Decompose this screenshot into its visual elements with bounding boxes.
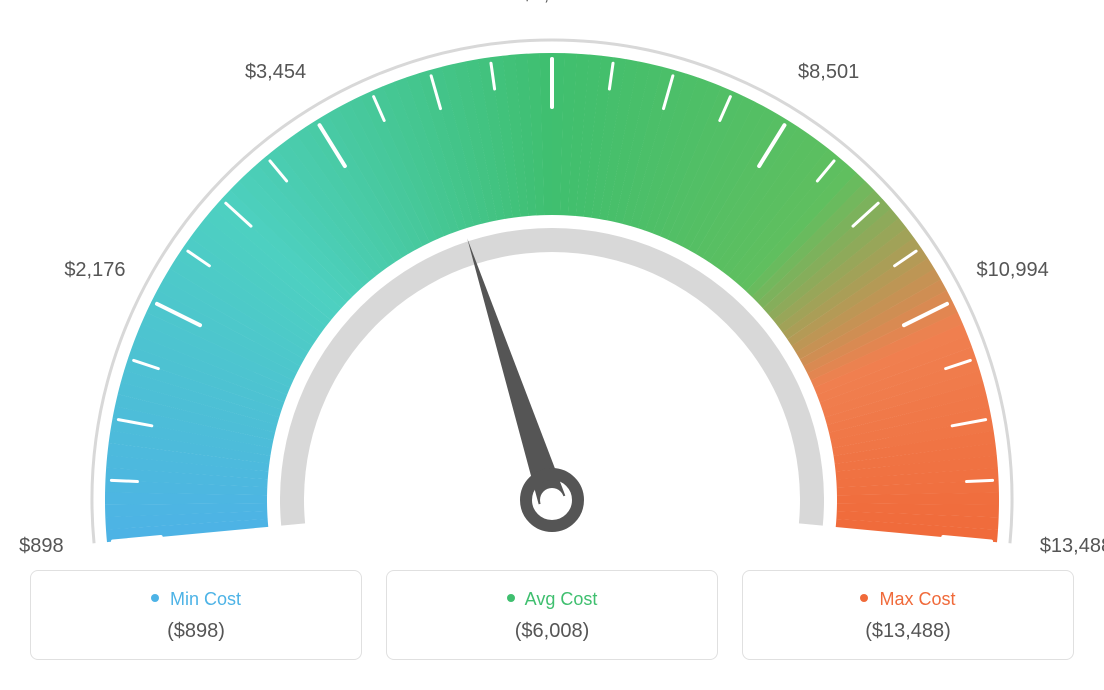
legend-label-min: Min Cost	[170, 589, 241, 609]
legend-card-min: Min Cost ($898)	[30, 570, 362, 660]
legend-row: Min Cost ($898) Avg Cost ($6,008) Max Co…	[30, 570, 1074, 660]
gauge-tick-label: $13,488	[1040, 535, 1104, 558]
gauge-svg	[0, 0, 1104, 560]
legend-value-avg: ($6,008)	[397, 620, 707, 643]
gauge-chart: $898 $2,176 $3,454 $6,008 $8,501 $10,994 $13,4…	[0, 0, 1104, 560]
legend-dot-max	[860, 594, 868, 602]
gauge-tick-label: $2,176	[64, 259, 125, 282]
legend-dot-min	[151, 594, 159, 602]
gauge-tick-label: $3,454	[245, 61, 306, 84]
gauge-tick-label: $10,994	[976, 259, 1048, 282]
gauge-tick-label: $6,008	[522, 0, 583, 6]
legend-title-max: Max Cost	[753, 589, 1063, 610]
legend-card-avg: Avg Cost ($6,008)	[386, 570, 718, 660]
legend-label-avg: Avg Cost	[525, 589, 598, 609]
legend-value-max: ($13,488)	[753, 620, 1063, 643]
legend-value-min: ($898)	[41, 620, 351, 643]
legend-card-max: Max Cost ($13,488)	[742, 570, 1074, 660]
legend-title-min: Min Cost	[41, 589, 351, 610]
legend-title-avg: Avg Cost	[397, 589, 707, 610]
legend-label-max: Max Cost	[879, 589, 955, 609]
gauge-tick-label: $898	[19, 535, 64, 558]
gauge-tick-label: $8,501	[798, 61, 859, 84]
legend-dot-avg	[507, 594, 515, 602]
